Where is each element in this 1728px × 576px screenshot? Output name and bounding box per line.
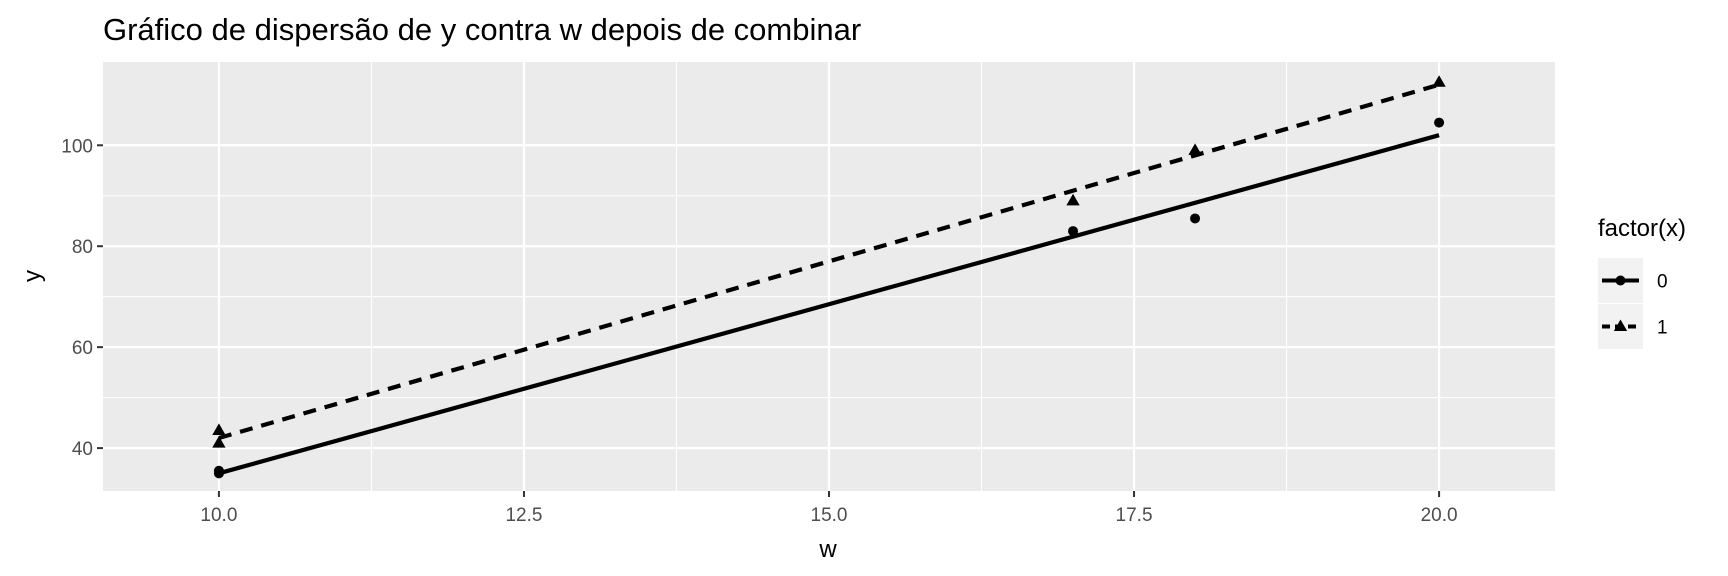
x-tick-label: 17.5 <box>1116 505 1153 526</box>
data-point-series-1 <box>212 423 226 435</box>
fit-line-series-1 <box>218 82 1440 441</box>
data-point-series-1 <box>1432 75 1446 87</box>
x-axis-title: w <box>818 536 837 563</box>
x-tick-label: 10.0 <box>200 505 237 526</box>
x-tick-label: 12.5 <box>505 505 542 526</box>
data-point-series-0 <box>213 468 224 479</box>
x-tick-label: 15.0 <box>811 505 848 526</box>
legend-key-marker <box>1613 319 1628 332</box>
chart-title: Gráfico de dispersão de y contra w depoi… <box>103 12 861 47</box>
y-tick-label: 60 <box>72 338 93 359</box>
y-tick-label: 100 <box>61 136 93 157</box>
y-axis-title: y <box>19 270 46 282</box>
legend-key-marker <box>1615 275 1626 286</box>
legend-label-0: 0 <box>1657 272 1668 293</box>
legend-label-1: 1 <box>1657 318 1668 339</box>
y-tick-label: 80 <box>72 237 93 258</box>
data-point-series-1 <box>1188 143 1202 155</box>
legend-title: factor(x) <box>1598 215 1686 242</box>
data-point-series-0 <box>1434 117 1445 128</box>
legend: factor(x) 0 1 <box>1598 215 1686 349</box>
data-point-series-0 <box>1190 213 1201 224</box>
y-tick-label: 40 <box>72 439 93 460</box>
x-tick-label: 20.0 <box>1421 505 1458 526</box>
data-point-series-1 <box>212 436 226 448</box>
data-point-series-0 <box>1068 226 1079 237</box>
data-point-series-1 <box>1066 193 1080 206</box>
fit-line-series-0 <box>218 133 1440 476</box>
